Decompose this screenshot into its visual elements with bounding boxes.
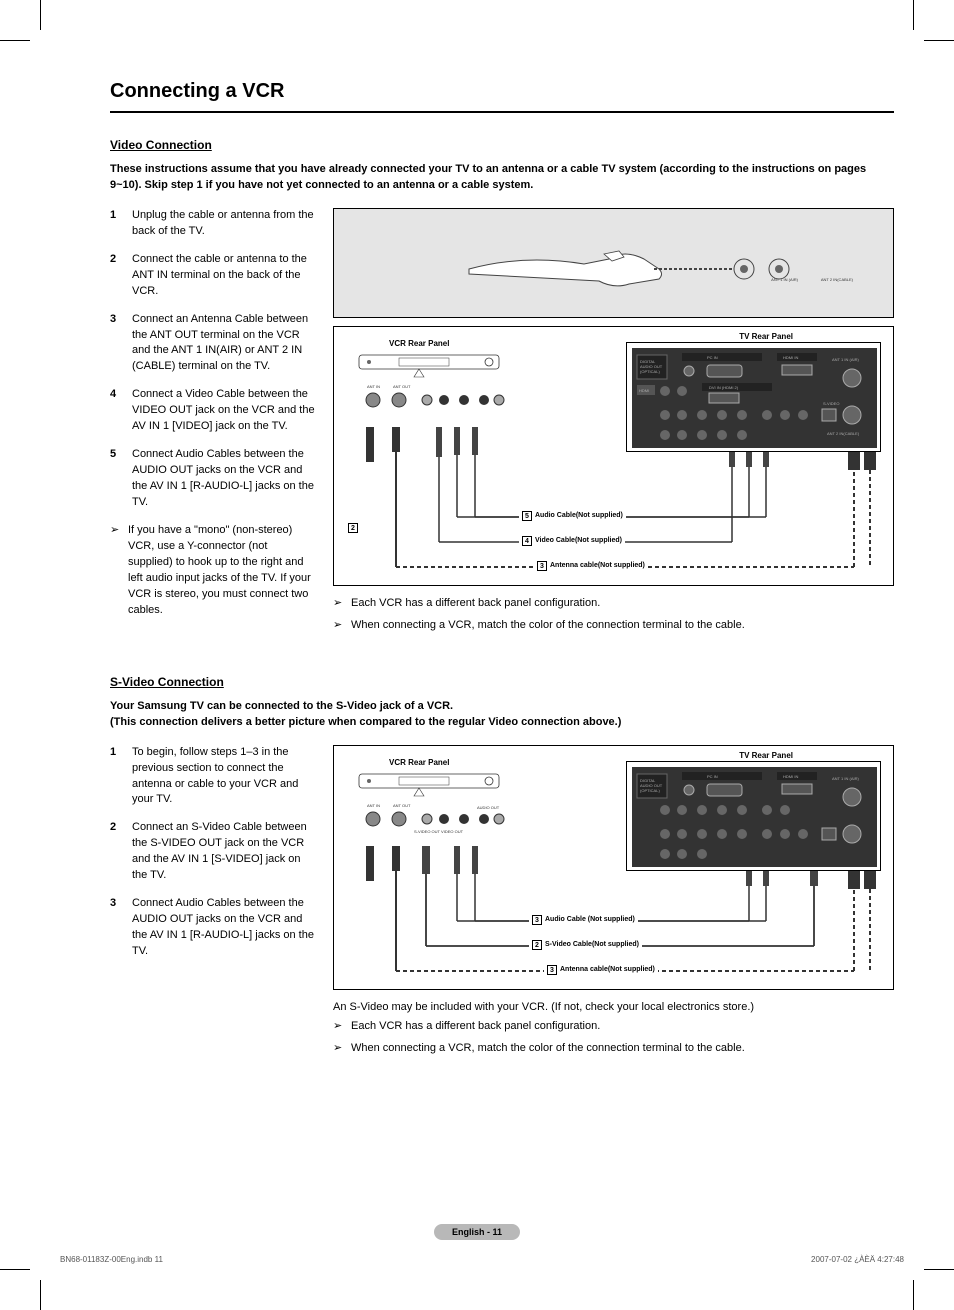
svg-text:ANT OUT: ANT OUT bbox=[393, 384, 411, 389]
svg-text:HDMI: HDMI bbox=[639, 388, 649, 393]
section2-notes: An S-Video may be included with your VCR… bbox=[333, 1000, 894, 1057]
svg-text:S-VIDEO OUT VIDEO OUT: S-VIDEO OUT VIDEO OUT bbox=[414, 829, 464, 834]
svg-text:S-VIDEO: S-VIDEO bbox=[823, 401, 839, 406]
svg-text:ANT OUT: ANT OUT bbox=[393, 803, 411, 808]
page-number-badge: English - 11 bbox=[434, 1224, 520, 1240]
ant1-label: ANT 1 IN (AIR) bbox=[771, 277, 798, 282]
section1-label: Video Connection bbox=[110, 138, 894, 152]
note-item: When connecting a VCR, match the color o… bbox=[333, 1041, 894, 1057]
page-title: Connecting a VCR bbox=[110, 80, 894, 103]
doc-meta-left: BN68-01183Z-00Eng.indb 11 bbox=[60, 1255, 163, 1264]
cable-label-3: 3 Antenna cable(Not supplied) bbox=[534, 560, 648, 572]
note-item: When connecting a VCR, match the color o… bbox=[333, 618, 894, 634]
section1-steps: Unplug the cable or antenna from the bac… bbox=[110, 208, 315, 640]
hand-diagram: ANT 1 IN (AIR) ANT 2 IN(CABLE) bbox=[333, 208, 894, 318]
vcr-panel: ANT IN ANT OUT bbox=[349, 352, 509, 422]
ant2-label: ANT 2 IN(CABLE) bbox=[821, 277, 853, 282]
svg-text:HDMI IN: HDMI IN bbox=[783, 774, 798, 779]
step-item: Connect an S-Video Cable between the S-V… bbox=[110, 820, 315, 884]
tv-panel: DIGITAL AUDIO OUT (OPTICAL) PC IN HDMI I… bbox=[626, 342, 881, 452]
cable-label-2: 2 S-Video Cable(Not supplied) bbox=[529, 939, 642, 951]
section1-intro: These instructions assume that you have … bbox=[110, 162, 894, 194]
doc-meta-right: 2007-07-02 ¿ÀÈÄ 4:27:48 bbox=[811, 1255, 904, 1264]
svg-text:ANT IN: ANT IN bbox=[367, 384, 380, 389]
tv-panel-2: DIGITAL AUDIO OUT (OPTICAL) PC IN HDMI I… bbox=[626, 761, 881, 871]
svideo-post-note: An S-Video may be included with your VCR… bbox=[333, 1000, 894, 1016]
svg-text:(OPTICAL): (OPTICAL) bbox=[640, 369, 660, 374]
svg-text:ANT 1 IN (AIR): ANT 1 IN (AIR) bbox=[832, 776, 859, 781]
svg-text:(OPTICAL): (OPTICAL) bbox=[640, 788, 660, 793]
step-item: Connect the cable or antenna to the ANT … bbox=[110, 252, 315, 300]
cable-label-5: 5 Audio Cable(Not supplied) bbox=[519, 510, 626, 522]
note-item: Each VCR has a different back panel conf… bbox=[333, 596, 894, 612]
svg-text:ANT 1 IN (AIR): ANT 1 IN (AIR) bbox=[832, 357, 859, 362]
cable-label-3a: 3 Audio Cable (Not supplied) bbox=[529, 914, 638, 926]
step-item: Connect Audio Cables between the AUDIO O… bbox=[110, 447, 315, 511]
section1-notes: Each VCR has a different back panel conf… bbox=[333, 596, 894, 634]
page-content: Connecting a VCR Video Connection These … bbox=[0, 0, 954, 1310]
title-section: Connecting a VCR bbox=[110, 80, 894, 113]
section2-label: S-Video Connection bbox=[110, 675, 894, 689]
section1-row: Unplug the cable or antenna from the bac… bbox=[110, 208, 894, 640]
section2-intro: Your Samsung TV can be connected to the … bbox=[110, 699, 894, 731]
svg-text:AUDIO OUT: AUDIO OUT bbox=[477, 805, 500, 810]
cable-label-4: 4 Video Cable(Not supplied) bbox=[519, 535, 625, 547]
svg-text:ANT 2 IN(CABLE): ANT 2 IN(CABLE) bbox=[827, 431, 860, 436]
vcr-panel-label-2: VCR Rear Panel bbox=[389, 758, 449, 767]
connection-diagram-2: VCR Rear Panel TV Rear Panel ANT IN ANT … bbox=[333, 745, 894, 990]
svg-text:HDMI IN: HDMI IN bbox=[783, 355, 798, 360]
step-item: Connect a Video Cable between the VIDEO … bbox=[110, 387, 315, 435]
vcr-panel-2: ANT IN ANT OUT S-VIDEO OUT VIDEO OUT AUD… bbox=[349, 771, 509, 841]
step-item: Unplug the cable or antenna from the bac… bbox=[110, 208, 315, 240]
svg-text:ANT IN: ANT IN bbox=[367, 803, 380, 808]
svg-text:PC IN: PC IN bbox=[707, 355, 718, 360]
tv-panel-label: TV Rear Panel bbox=[739, 332, 793, 341]
svg-text:DVI IN (HDMI 2): DVI IN (HDMI 2) bbox=[709, 385, 739, 390]
tv-panel-label-2: TV Rear Panel bbox=[739, 751, 793, 760]
step-item: Connect Audio Cables between the AUDIO O… bbox=[110, 896, 315, 960]
note-item: Each VCR has a different back panel conf… bbox=[333, 1019, 894, 1035]
vcr-panel-label: VCR Rear Panel bbox=[389, 339, 449, 348]
hand-icon bbox=[464, 219, 814, 318]
step-item: Connect an Antenna Cable between the ANT… bbox=[110, 312, 315, 376]
num-2: 2 bbox=[348, 523, 358, 533]
section2-steps: To begin, follow steps 1–3 in the previo… bbox=[110, 745, 315, 1063]
section1-mono-note: If you have a "mono" (non-stereo) VCR, u… bbox=[110, 523, 315, 619]
section2-diagrams: VCR Rear Panel TV Rear Panel ANT IN ANT … bbox=[333, 745, 894, 1063]
cable-label-3b: 3 Antenna cable(Not supplied) bbox=[544, 964, 658, 976]
connection-diagram-1: VCR Rear Panel TV Rear Panel ANT IN ANT … bbox=[333, 326, 894, 586]
svg-text:PC IN: PC IN bbox=[707, 774, 718, 779]
section1-diagrams: ANT 1 IN (AIR) ANT 2 IN(CABLE) VCR Rear … bbox=[333, 208, 894, 640]
section2-row: To begin, follow steps 1–3 in the previo… bbox=[110, 745, 894, 1063]
step-item: To begin, follow steps 1–3 in the previo… bbox=[110, 745, 315, 809]
